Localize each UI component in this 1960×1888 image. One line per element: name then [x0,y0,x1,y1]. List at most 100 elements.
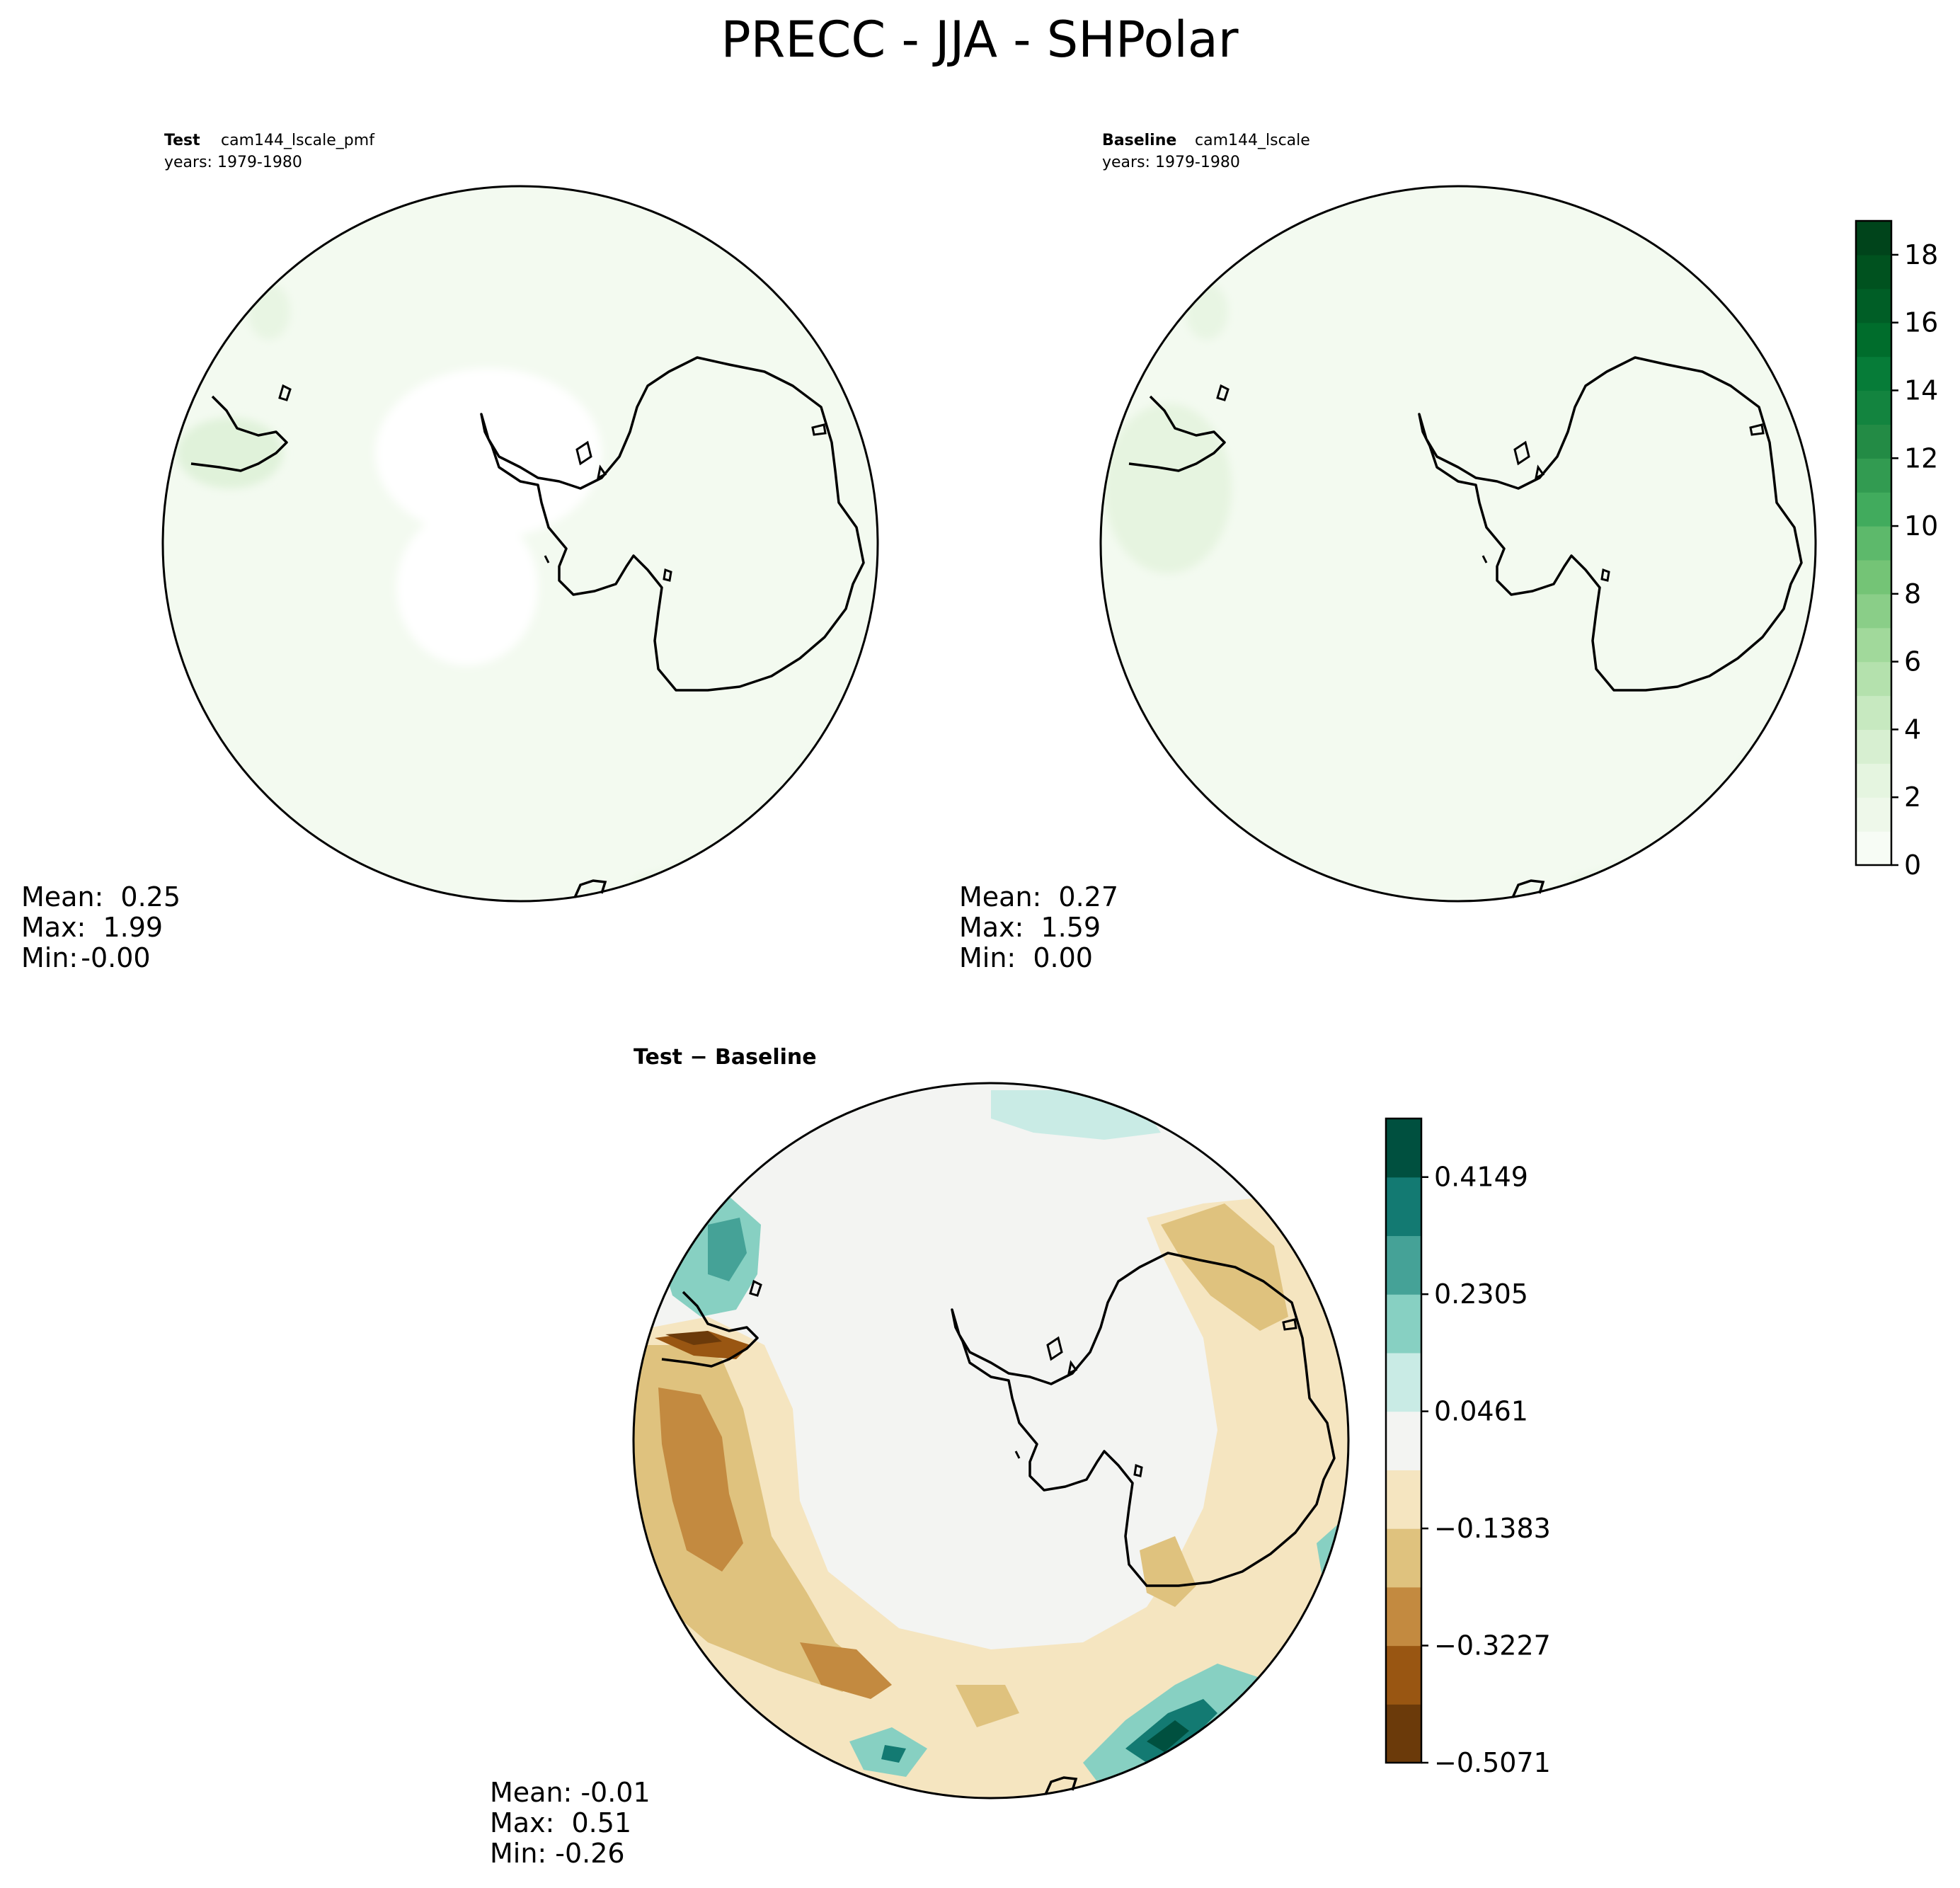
baseline-island-east [1749,423,1765,436]
baseline-colorbar-swatch-13 [1856,390,1891,425]
difference-colorbar-tick-label-4: 0.2305 [1434,1278,1528,1310]
baseline-colorbar-swatch-5 [1856,661,1891,697]
baseline-colorbar-swatch-9 [1856,526,1891,561]
diff-east-negative-patch [1161,1203,1288,1331]
baseline-colorbar-tick-label-8: 16 [1904,307,1938,338]
baseline-island-south [1511,879,1545,898]
panel-baseline-label: Baseline [1102,132,1176,149]
baseline-stats: Mean: 0.27 Max: 1.59 Min: 0.00 [959,881,1118,973]
baseline-colorbar-swatch-0 [1856,831,1891,866]
difference-colorbar-frame [1385,1117,1423,1764]
difference-stats: Mean: -0.01 Max: 0.51 Min: -0.26 [490,1777,651,1869]
panel-test-label: Test [164,132,200,149]
panel-baseline-case: cam144_lscale [1195,132,1310,149]
test-island-south [573,879,607,898]
difference-colorbar-swatch-2 [1386,1586,1421,1647]
diff-south-negative-patch [956,1685,1019,1727]
diff-southwest-positive-core [881,1745,906,1763]
diff-stat-mean-value: -0.01 [580,1777,650,1808]
difference-island-east [1282,1318,1297,1331]
baseline-colorbar-tick-label-5: 10 [1904,510,1938,542]
baseline-colorbar-tick-label-4: 8 [1904,578,1921,610]
test-island-east [811,423,827,436]
difference-colorbar-swatch-3 [1386,1528,1421,1588]
difference-island-south [1044,1776,1078,1795]
baseline-colorbar-swatch-3 [1856,729,1891,764]
panel-baseline: Baseline cam144_lscale years: 1979-1980 … [959,132,1938,973]
baseline-stat-max: Max: 1.59 [959,912,1101,943]
diff-stat-max: Max: 0.51 [490,1807,631,1838]
test-stat-min: Min: -0.00 [21,942,151,973]
baseline-colorbar-tick-label-2: 4 [1904,714,1921,745]
diff-ross-positive-max [1147,1720,1189,1752]
panel-difference: Test − Baseline [490,1045,1551,1869]
baseline-stat-mean: Mean: 0.27 [959,881,1118,912]
diff-stat-max-value: 0.51 [563,1807,631,1838]
difference-colorbar-swatch-4 [1386,1470,1421,1529]
baseline-colorbar-swatch-14 [1856,356,1891,391]
test-stat-min-value: -0.00 [81,942,150,973]
baseline-stat-max-value: 1.59 [1032,912,1101,943]
panel-test: Test cam144_lscale_pmf years: 1979-1980 … [21,132,879,973]
test-stat-mean: Mean: 0.25 [21,881,180,912]
baseline-colorbar-tick-label-0: 0 [1904,849,1921,881]
difference-colorbar-swatch-5 [1386,1411,1421,1470]
difference-colorbar-tick-label-0: −0.5071 [1434,1747,1551,1778]
difference-colorbar-swatch-6 [1386,1352,1421,1412]
test-field-atlantic-patch [248,283,290,340]
test-field-peninsula-strip [375,368,602,538]
difference-colorbar-swatch-9 [1386,1177,1421,1237]
baseline-colorbar-swatch-16 [1856,288,1891,324]
baseline-colorbar-swatch-8 [1856,559,1891,595]
difference-colorbar-swatch-7 [1386,1294,1421,1354]
diff-pacific-north-positive [991,1090,1161,1140]
test-stat-max-value: 1.99 [94,912,163,943]
panel-difference-label: Test − Baseline [634,1045,817,1070]
diff-stat-min-value: -0.26 [555,1838,624,1869]
baseline-colorbar-swatch-4 [1856,695,1891,731]
baseline-colorbar-swatch-15 [1856,322,1891,357]
baseline-colorbar-swatch-12 [1856,424,1891,459]
baseline-colorbar-tick-label-7: 14 [1904,374,1938,406]
test-map-boundary [161,185,879,903]
difference-colorbar-tick-label-5: 0.4149 [1434,1162,1528,1193]
baseline-colorbar-tick-label-1: 2 [1904,782,1921,813]
panel-baseline-years: years: 1979-1980 [1102,154,1240,171]
baseline-colorbar: 0 2 4 6 8 10 12 14 16 18 [1855,219,1938,881]
difference-colorbar-swatch-1 [1386,1645,1421,1705]
difference-colorbar-tick-label-2: −0.1383 [1434,1513,1551,1544]
test-stats: Mean: 0.25 Max: 1.99 Min: -0.00 [21,881,180,973]
test-stat-max: Max: 1.99 [21,912,163,943]
baseline-field-drake-patch [1104,404,1232,573]
difference-colorbar-swatch-8 [1386,1235,1421,1295]
baseline-stat-min: Min: 0.00 [959,942,1093,973]
difference-colorbar-swatch-10 [1386,1119,1421,1178]
baseline-colorbar-tick-label-3: 6 [1904,646,1921,677]
baseline-colorbar-swatch-1 [1856,797,1891,832]
figure-title: PRECC - JJA - SHPolar [721,11,1238,69]
baseline-colorbar-tick-label-9: 18 [1904,239,1938,270]
test-field-peninsula-strip-2 [396,510,538,665]
baseline-colorbar-swatch-17 [1856,254,1891,290]
diff-stat-min: Min: -0.26 [490,1838,625,1869]
baseline-stat-min-value: 0.00 [1024,942,1093,973]
baseline-colorbar-swatch-2 [1856,763,1891,798]
diff-scotia-positive-core [708,1218,747,1281]
diff-field-contours [634,1090,1348,1798]
baseline-colorbar-swatch-18 [1856,221,1891,256]
baseline-colorbar-tick-label-6: 12 [1904,442,1938,474]
baseline-colorbar-swatch-10 [1856,492,1891,527]
diff-drake-dipole-core [665,1331,722,1345]
baseline-stat-mean-value: 0.27 [1050,881,1118,912]
difference-map-boundary [632,1082,1350,1800]
baseline-field-atlantic-patch [1186,283,1228,340]
test-field-drake-patch [177,418,283,488]
diff-east-negative-patch-2 [1140,1536,1196,1607]
baseline-colorbar-swatch-6 [1856,627,1891,663]
baseline-colorbar-swatch-7 [1856,593,1891,629]
panel-test-case: cam144_lscale_pmf [221,132,375,149]
diff-stat-mean: Mean: -0.01 [490,1777,651,1808]
difference-colorbar-tick-label-1: −0.3227 [1434,1630,1551,1661]
baseline-map-boundary [1099,185,1817,903]
